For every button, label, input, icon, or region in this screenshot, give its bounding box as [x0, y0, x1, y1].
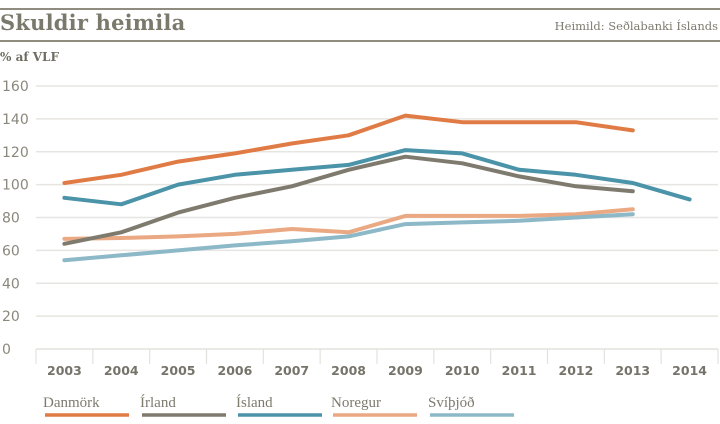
x-tick-label: 2005	[161, 363, 196, 378]
x-tick-label: 2003	[47, 363, 82, 378]
series-line-danmörk	[62, 113, 635, 185]
y-tick-label: 20	[2, 309, 20, 325]
y-tick-label: 80	[2, 211, 20, 227]
legend-item: Svíþjóð	[428, 395, 514, 417]
legend-item: Írland	[140, 394, 226, 417]
x-tick-label: 2009	[388, 363, 423, 378]
x-tick-label: 2012	[559, 363, 594, 378]
legend-label: Írland	[140, 394, 176, 411]
x-tick-label: 2007	[274, 363, 309, 378]
legend: Danmörk Írland Ísland Noregur Svíþjóð	[43, 394, 514, 417]
top-rule	[0, 8, 720, 10]
x-tick-label: 2008	[331, 363, 366, 378]
y-tick-label: 120	[2, 145, 29, 161]
series-lines	[62, 113, 692, 263]
y-tick-label: 160	[2, 79, 29, 95]
y-axis-ticks: 0 20 40 60 80 100 120 140 160	[2, 79, 29, 358]
x-tick-label: 2013	[615, 363, 650, 378]
legend-item: Ísland	[236, 394, 322, 417]
legend-label: Ísland	[236, 394, 273, 411]
x-tick-label: 2006	[218, 363, 253, 378]
x-axis: 2003 2004 2005 2006 2007 2008 2009 2010 2011 2012…	[35, 348, 719, 378]
y-tick-label: 140	[2, 112, 29, 128]
series-line-noregur	[62, 207, 635, 241]
y-tick-label: 40	[2, 276, 20, 292]
legend-label: Danmörk	[43, 395, 100, 411]
series-line-ísland	[62, 148, 692, 207]
legend-item: Danmörk	[43, 395, 129, 417]
x-tick-label: 2010	[445, 363, 480, 378]
x-tick-label: 2014	[672, 363, 707, 378]
gridlines	[36, 85, 718, 317]
y-tick-label: 60	[2, 243, 20, 259]
legend-label: Noregur	[331, 395, 381, 411]
y-axis-unit: % af VLF	[0, 50, 59, 64]
x-tick-label: 2011	[502, 363, 537, 378]
source-note: Heimild: Seðlabanki Íslands	[554, 19, 718, 33]
chart-title: Skuldir heimila	[0, 10, 186, 35]
series-line-írland	[62, 154, 635, 246]
title-underline	[0, 40, 720, 42]
legend-label: Svíþjóð	[428, 395, 475, 411]
y-tick-label: 0	[2, 342, 11, 358]
series-line-svíþjóð	[62, 212, 635, 263]
x-tick-label: 2004	[104, 363, 139, 378]
y-tick-label: 100	[2, 178, 29, 194]
legend-item: Noregur	[331, 395, 417, 417]
